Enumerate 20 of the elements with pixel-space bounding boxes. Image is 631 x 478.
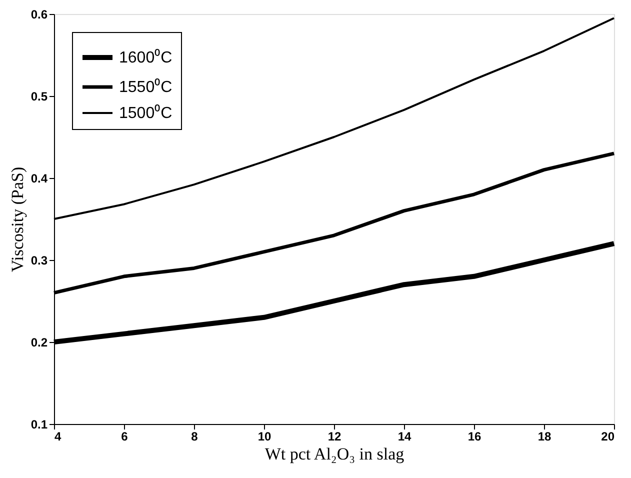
x-axis-title: Wt pct Al₂O₃ in slag	[264, 444, 405, 464]
legend-label: 1500⁰C	[119, 104, 172, 122]
y-tick-label: 0.1	[30, 418, 48, 432]
x-tick-label: 10	[258, 430, 272, 444]
y-tick-label: 0.6	[30, 8, 48, 22]
x-tick-label: 8	[191, 430, 198, 444]
y-tick-label: 0.4	[30, 172, 48, 186]
legend-label: 1550⁰C	[119, 78, 172, 96]
x-tick-label: 14	[398, 430, 412, 444]
legend-label: 1600⁰C	[119, 48, 172, 66]
x-tick-label: 18	[538, 430, 552, 444]
y-tick-label: 0.2	[30, 336, 48, 350]
x-tick-label: 12	[328, 430, 342, 444]
x-tick-label: 4	[54, 430, 62, 444]
x-tick-label: 6	[121, 430, 128, 444]
x-tick-label: 20	[601, 430, 615, 444]
y-axis-title: Viscosity (PaS)	[8, 166, 27, 272]
y-tick-label: 0.3	[30, 254, 48, 268]
x-tick-label: 16	[468, 430, 482, 444]
y-tick-label: 0.5	[30, 90, 48, 104]
